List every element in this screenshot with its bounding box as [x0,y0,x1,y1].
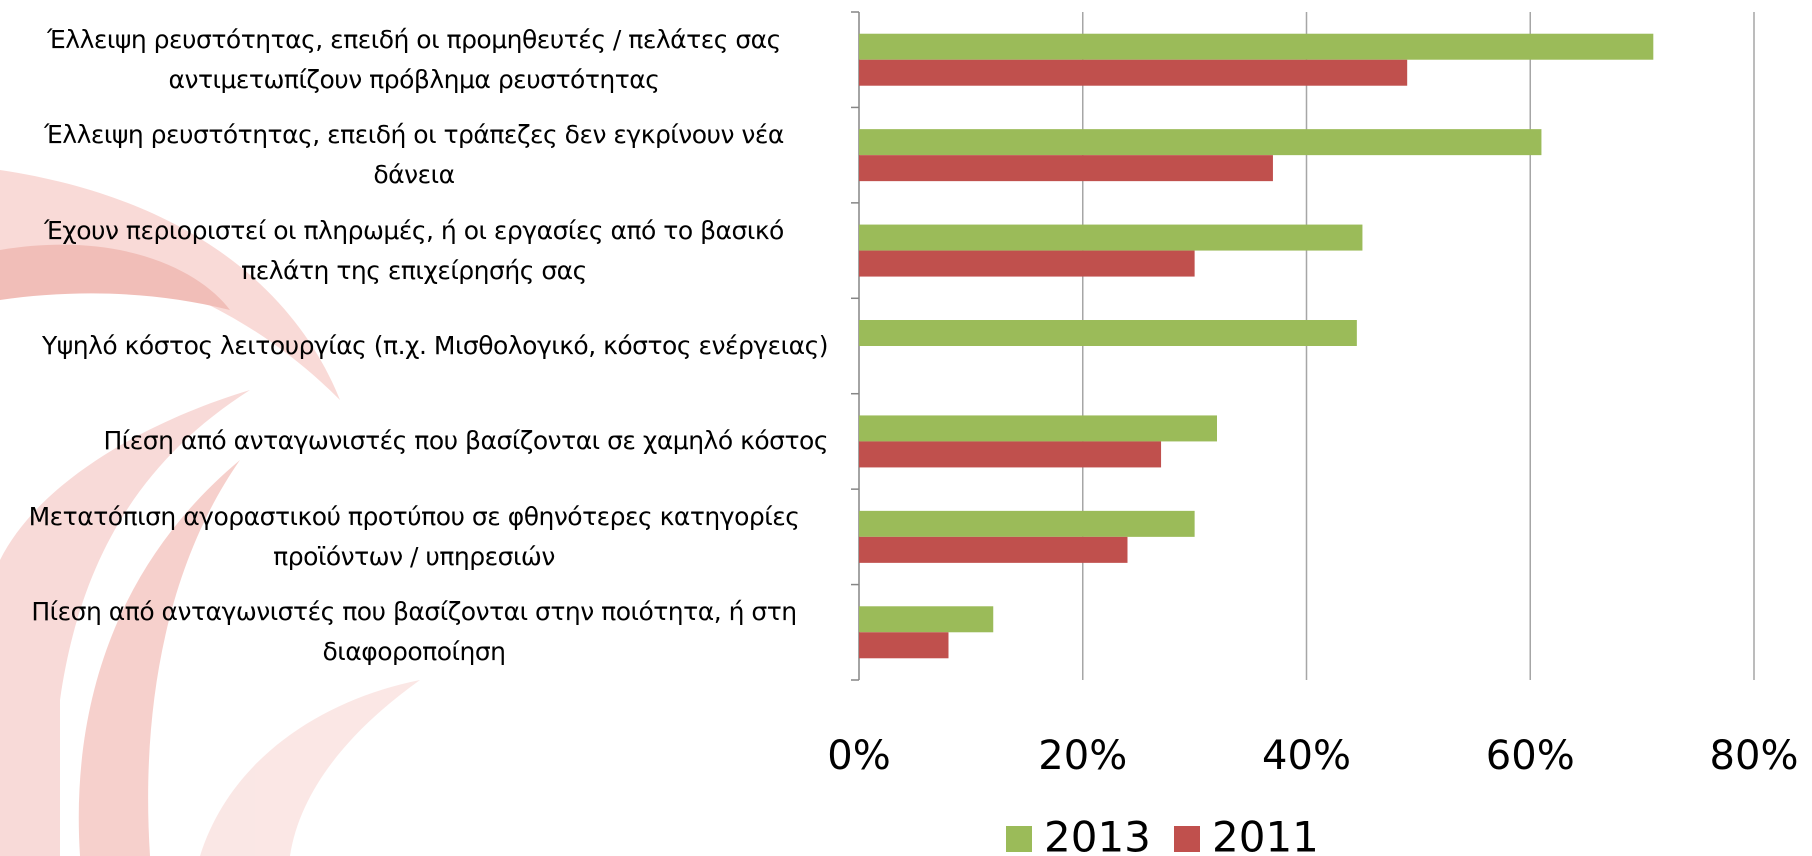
legend-label: 2011 [1212,813,1319,856]
bar [859,536,1128,563]
category-text: Μετατόπιση αγοραστικού προτύπου σε φθηνό… [28,501,800,571]
x-tick-label: 20% [1038,733,1127,779]
category-text: Έχουν περιοριστεί οι πληρωμές, ή οι εργα… [44,215,784,285]
bar [859,129,1542,156]
category-text: Έλλειψη ρευστότητας, επειδή οι προμηθευτ… [47,24,781,94]
x-tick-label: 40% [1262,733,1351,779]
y-tick-label: Υψηλό κόστος λειτουργίας (π.χ. Μισθολογι… [42,298,828,393]
bar [859,510,1195,537]
legend-swatch [1174,826,1200,852]
bar [859,632,949,659]
y-tick-label: Έχουν περιοριστεί οι πληρωμές, ή οι εργα… [0,203,828,298]
y-tick-label: Πίεση από ανταγωνιστές που βασίζονται στ… [0,585,828,680]
y-tick-label: Μετατόπιση αγοραστικού προτύπου σε φθηνό… [0,489,828,584]
bar [859,224,1363,251]
category-text: Πίεση από ανταγωνιστές που βασίζονται σε… [103,426,828,456]
category-text: Πίεση από ανταγωνιστές που βασίζονται στ… [31,597,797,667]
y-tick-label: Πίεση από ανταγωνιστές που βασίζονται σε… [103,394,828,489]
x-tick-label: 0% [827,733,890,779]
y-tick-label: Έλλειψη ρευστότητας, επειδή οι τράπεζες … [0,107,828,202]
x-tick-label: 60% [1486,733,1575,779]
bar [859,441,1162,468]
category-text: Έλλειψη ρευστότητας, επειδή οι τράπεζες … [44,120,784,190]
legend-swatch [1006,826,1032,852]
background-decoration [0,170,420,856]
bar [859,155,1273,182]
category-text: Υψηλό κόστος λειτουργίας (π.χ. Μισθολογι… [42,330,828,360]
bar [859,606,994,633]
x-tick-label: 80% [1710,733,1799,779]
legend-label: 2013 [1044,813,1151,856]
bar [859,415,1217,442]
y-tick-label: Έλλειψη ρευστότητας, επειδή οι προμηθευτ… [0,12,828,107]
bar [859,59,1408,86]
bar [859,320,1357,346]
bar [859,250,1195,277]
bar [859,33,1654,60]
